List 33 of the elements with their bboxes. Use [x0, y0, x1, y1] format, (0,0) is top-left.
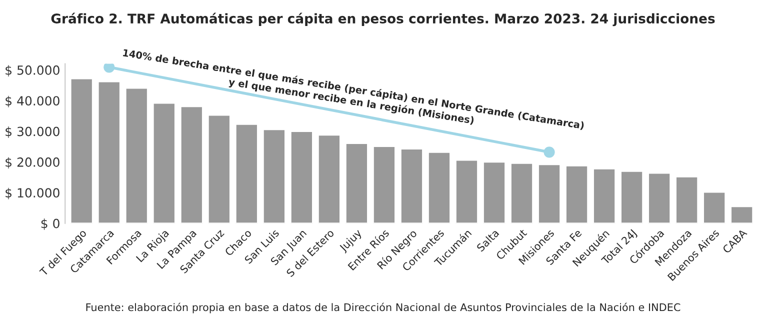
- bar: [510, 162, 534, 224]
- y-tick-label: $ 10.000: [6, 188, 60, 200]
- y-tick-label: $ 30.000: [6, 126, 60, 138]
- bar: [455, 159, 478, 224]
- bar: [565, 164, 588, 224]
- bar: [290, 130, 314, 224]
- y-tick-label: $ 0: [41, 218, 60, 230]
- y-tick-label: $ 40.000: [6, 96, 60, 108]
- bar: [648, 172, 672, 224]
- bar: [234, 124, 258, 224]
- source-note: Fuente: elaboración propia en base a datos de la Dirección Nacional de Asuntos Provinciales de la Nación e INDEC: [86, 302, 680, 314]
- bar: [702, 191, 726, 224]
- bar: [152, 102, 176, 224]
- bar: [180, 106, 204, 224]
- bar: [730, 206, 754, 224]
- y-tick-label: $ 20.000: [6, 157, 60, 169]
- bar: [620, 170, 644, 224]
- bar: [372, 146, 396, 224]
- bar: [400, 148, 424, 224]
- bar: [124, 87, 148, 224]
- bar: [70, 78, 94, 224]
- bar: [207, 114, 231, 224]
- bar: [97, 80, 121, 224]
- bar: [262, 128, 286, 224]
- bar: [482, 161, 506, 224]
- y-tick-label: $ 50.000: [6, 65, 60, 77]
- bar: [428, 151, 451, 224]
- bar: [675, 176, 699, 224]
- chart-title: Gráfico 2. TRF Automáticas per cápita en pesos corrientes. Marzo 2023. 24 jurisdicciones: [51, 12, 715, 26]
- bar: [345, 142, 368, 224]
- bar: [592, 168, 616, 224]
- bar: [538, 164, 561, 224]
- bar: [318, 134, 341, 224]
